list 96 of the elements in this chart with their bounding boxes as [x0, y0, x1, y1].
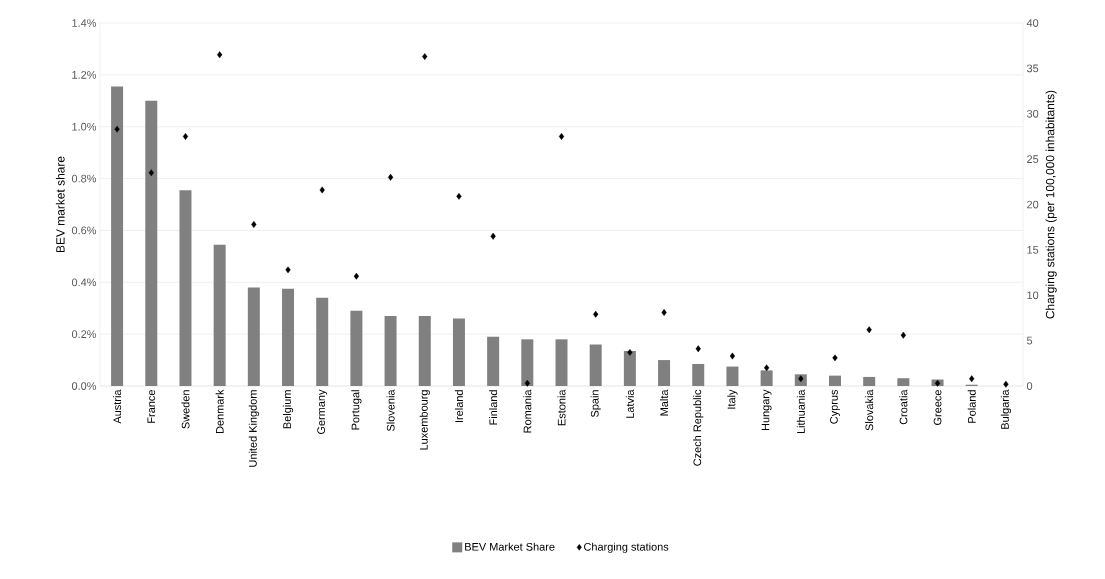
- x-tick-label: Finland: [489, 390, 498, 425]
- y-tick-label: 1.0%: [72, 122, 97, 131]
- y2-tick-label: 5: [1026, 336, 1033, 345]
- bar: [418, 315, 431, 386]
- x-tick-label: Latvia: [625, 389, 634, 418]
- bar: [623, 351, 636, 386]
- x-tick-label: Portugal: [351, 390, 362, 430]
- point: [456, 192, 462, 200]
- point: [524, 379, 530, 387]
- point: [764, 364, 770, 372]
- y-tick-label: 0.6%: [71, 226, 97, 235]
- x-tick-label: Luxembourg: [419, 390, 430, 450]
- legend-label: Charging stations: [584, 542, 669, 553]
- point: [114, 125, 120, 133]
- bar: [897, 378, 910, 386]
- x-tick-label: Denmark: [215, 389, 224, 434]
- point: [182, 133, 189, 140]
- x-tick-label: Poland: [967, 390, 976, 423]
- x-tick-label: Ireland: [454, 390, 463, 423]
- bar: [487, 336, 500, 386]
- point: [387, 173, 394, 181]
- x-tick-label: Estonia: [557, 389, 566, 426]
- y2-tick-label: 15: [1027, 246, 1039, 254]
- bar: [760, 370, 773, 386]
- y-tick-label: 1.4%: [72, 19, 97, 27]
- x-tick-label: Hungary: [761, 389, 772, 431]
- x-tick-label: Czech Republic: [693, 389, 704, 466]
- y-axis-title: BEV market share: [55, 156, 65, 253]
- y2-tick-label: 35: [1026, 64, 1039, 73]
- y2-axis-title: Charging stations (per 100,000 inhabitants): [1045, 90, 1057, 319]
- x-tick-label: Greece: [933, 390, 942, 425]
- point: [900, 331, 906, 339]
- x-tick-label: France: [147, 390, 156, 423]
- y-tick-label: 0.0%: [71, 382, 97, 390]
- bar: [692, 363, 705, 386]
- y-tick-label: 0.2%: [71, 330, 97, 339]
- x-tick-label: Croatia: [899, 389, 908, 425]
- x-tick-label: United Kingdom: [248, 390, 259, 467]
- point: [832, 354, 838, 362]
- x-tick-label: Austria: [113, 389, 122, 424]
- point: [627, 349, 633, 356]
- point: [593, 310, 599, 318]
- x-tick-label: Italy: [727, 389, 738, 409]
- y2-tick-label: 0: [1026, 382, 1033, 390]
- y2-tick-label: 30: [1026, 109, 1039, 118]
- legend-label: BEV Market Share: [465, 542, 555, 551]
- bar: [213, 244, 226, 386]
- bar: [452, 318, 465, 386]
- y2-tick-label: 40: [1026, 19, 1039, 27]
- point: [969, 375, 975, 383]
- bar: [589, 344, 602, 386]
- bar: [658, 360, 671, 386]
- point: [285, 266, 291, 274]
- x-tick-label: Romania: [523, 389, 532, 433]
- x-tick-label: Sweden: [181, 390, 190, 429]
- bar: [247, 287, 260, 386]
- bar: [555, 339, 568, 386]
- bar: [521, 339, 534, 386]
- point: [148, 169, 154, 177]
- point: [695, 345, 701, 353]
- point: [490, 232, 496, 240]
- y-tick-label: 0.4%: [71, 278, 97, 287]
- point: [729, 352, 736, 360]
- bar: [863, 376, 876, 386]
- point: [319, 186, 325, 194]
- bar: [726, 366, 739, 386]
- point: [422, 53, 428, 60]
- point: [251, 221, 257, 228]
- bar: [282, 288, 295, 386]
- bar: [384, 315, 397, 386]
- x-tick-label: Germany: [317, 389, 328, 435]
- y2-tick-label: 25: [1027, 155, 1039, 164]
- x-tick-label: Slovakia: [865, 389, 874, 431]
- y-tick-label: 0.8%: [71, 174, 97, 183]
- point: [866, 326, 872, 334]
- x-tick-label: Malta: [660, 389, 669, 416]
- x-tick-label: Belgium: [282, 390, 294, 429]
- bar: [179, 190, 192, 386]
- y2-tick-label: 10: [1027, 291, 1039, 300]
- y2-tick-label: 20: [1027, 200, 1039, 209]
- bar: [111, 86, 124, 386]
- bar: [316, 297, 329, 386]
- x-tick-label: Cyprus: [830, 389, 840, 424]
- x-tick-label: Bulgaria: [1000, 389, 1012, 429]
- point: [217, 51, 223, 59]
- point: [558, 133, 565, 140]
- bar: [350, 310, 363, 386]
- point: [1003, 380, 1009, 388]
- bar: [828, 375, 841, 386]
- bar: [145, 100, 158, 386]
- y-tick-label: 1.2%: [72, 71, 97, 79]
- x-tick-label: Lithuania: [796, 389, 805, 434]
- point: [353, 272, 359, 280]
- point: [661, 309, 667, 316]
- x-tick-label: Spain: [590, 390, 601, 418]
- x-tick-label: Slovenia: [386, 389, 395, 432]
